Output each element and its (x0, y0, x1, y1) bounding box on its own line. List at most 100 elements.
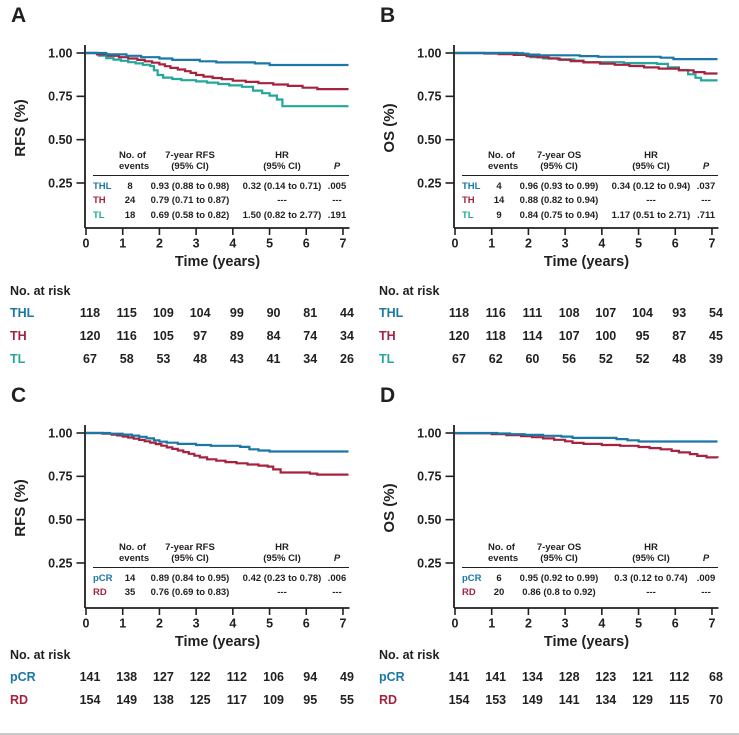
risk-count: 70 (709, 693, 723, 707)
group-label: TL (93, 209, 105, 221)
stats-row: RD 20 0.86 (0.8 to 0.92) --- --- (462, 586, 718, 601)
svg-text:6: 6 (303, 617, 310, 631)
stats-table: No. of events 7-year RFS (95% CI) HR (95… (93, 150, 349, 223)
stats-row: TH 24 0.79 (0.71 to 0.87) --- --- (93, 194, 349, 209)
y-axis: 1.00 0.75 0.50 0.25 RFS (%) (12, 426, 85, 570)
svg-text:6: 6 (303, 237, 310, 251)
stats-estimate-value: 0.76 (0.69 to 0.83) (150, 587, 230, 599)
x-axis: 0 1 2 3 4 5 6 7 Time (years) (83, 228, 346, 270)
risk-group-label: THL (379, 306, 404, 320)
risk-count: 74 (303, 329, 318, 343)
stats-p-value: .005 (327, 180, 347, 192)
risk-group-label: THL (10, 306, 35, 320)
risk-count: 112 (226, 670, 247, 684)
risk-count: 95 (303, 693, 318, 707)
risk-row: TH 120 118 114 107 100 95 87 45 (369, 329, 738, 344)
series-pCR (86, 431, 349, 453)
svg-text:5: 5 (266, 617, 273, 631)
svg-text:0.25: 0.25 (417, 556, 441, 570)
stats-events-value: 4 (496, 180, 502, 192)
risk-count: 123 (595, 670, 617, 684)
svg-text:3: 3 (193, 617, 200, 631)
svg-text:Time (years): Time (years) (175, 634, 260, 650)
risk-count: 34 (303, 352, 318, 366)
risk-count: 107 (595, 306, 617, 320)
risk-count: 141 (485, 670, 507, 684)
risk-count: 118 (448, 306, 470, 320)
stats-estimate-value: 0.79 (0.71 to 0.87) (150, 195, 230, 207)
series-RD (86, 431, 349, 476)
risk-count: 149 (116, 693, 138, 707)
stats-table: No. of events 7-year OS (95% CI) HR (95%… (462, 542, 718, 600)
risk-count: 81 (303, 306, 318, 320)
risk-count: 26 (340, 352, 354, 366)
svg-text:5: 5 (635, 237, 642, 251)
axes (453, 45, 719, 229)
stats-header-p: P (702, 161, 710, 172)
risk-row: THL 118 115 109 104 99 90 81 44 (0, 306, 369, 321)
risk-count: 109 (263, 693, 284, 707)
svg-text:0: 0 (452, 237, 459, 251)
stats-p-value: --- (332, 195, 342, 207)
risk-count: 129 (632, 693, 653, 707)
svg-text:4: 4 (598, 237, 605, 251)
svg-text:2: 2 (525, 617, 532, 631)
svg-text:0: 0 (83, 237, 90, 251)
stats-header-events: No. of events (119, 150, 150, 172)
risk-row: TL 67 62 60 56 52 52 48 39 (369, 352, 738, 367)
stats-hr-value: 1.50 (0.82 to 2.77) (242, 209, 322, 221)
svg-text:0.25: 0.25 (48, 176, 72, 190)
svg-text:0: 0 (452, 617, 459, 631)
risk-count: 107 (558, 329, 580, 343)
stats-header-estimate: 7-year OS (95% CI) (536, 150, 582, 172)
stats-hr-value: --- (646, 195, 656, 207)
svg-text:2: 2 (156, 237, 163, 251)
group-label: TH (93, 195, 106, 207)
stats-row: RD 35 0.76 (0.69 to 0.83) --- --- (93, 586, 349, 601)
stats-table: No. of events 7-year RFS (95% CI) HR (95… (93, 542, 349, 600)
risk-count: 45 (709, 329, 723, 343)
risk-row: pCR 141 138 127 122 112 106 94 49 (0, 670, 369, 685)
stats-table: No. of events 7-year OS (95% CI) HR (95%… (462, 150, 718, 223)
stats-header-events: No. of events (488, 542, 519, 564)
stats-hr-value: --- (277, 195, 287, 207)
stats-header-estimate: 7-year OS (95% CI) (536, 542, 582, 564)
risk-count: 97 (193, 329, 208, 343)
svg-text:5: 5 (635, 617, 642, 631)
risk-count: 121 (632, 670, 653, 684)
risk-count: 48 (672, 352, 687, 366)
group-label: TH (462, 195, 475, 207)
risk-table-title: No. at risk (379, 284, 440, 298)
risk-count: 120 (79, 329, 101, 343)
risk-count: 34 (340, 329, 354, 343)
km-chart-0: 1.00 0.75 0.50 0.25 RFS (%) 0 1 2 3 4 5 6 7 Time (yea… (12, 45, 350, 270)
stats-hr-value: 0.42 (0.23 to 0.78) (242, 572, 322, 584)
group-label: RD (462, 587, 476, 599)
risk-count: 54 (709, 306, 723, 320)
svg-text:2: 2 (525, 237, 532, 251)
risk-count: 149 (521, 693, 543, 707)
svg-text:1: 1 (119, 617, 126, 631)
stats-p-value: --- (701, 195, 711, 207)
svg-text:0: 0 (83, 617, 90, 631)
series-TH (86, 51, 349, 91)
risk-count: 141 (79, 670, 101, 684)
stats-estimate-value: 0.84 (0.75 to 0.94) (519, 209, 599, 221)
risk-count: 84 (266, 329, 281, 343)
stats-header-events: No. of events (488, 150, 519, 172)
km-chart-2: 1.00 0.75 0.50 0.25 RFS (%) 0 1 2 3 4 5 6 7 Time (yea… (12, 425, 350, 650)
stats-estimate-value: 0.93 (0.88 to 0.98) (150, 180, 230, 192)
svg-text:0.25: 0.25 (417, 176, 441, 190)
svg-text:1.00: 1.00 (417, 426, 441, 440)
stats-estimate-value: 0.95 (0.92 to 0.99) (519, 572, 599, 584)
stats-hr-value: 0.3 (0.12 to 0.74) (614, 572, 688, 584)
svg-text:Time (years): Time (years) (544, 254, 629, 270)
risk-group-label: TH (379, 329, 396, 343)
risk-count: 141 (558, 693, 580, 707)
svg-text:1: 1 (488, 237, 495, 251)
group-label: pCR (462, 572, 482, 584)
svg-text:7: 7 (339, 617, 346, 631)
risk-count: 39 (709, 352, 723, 366)
svg-text:OS (%): OS (%) (381, 483, 398, 532)
